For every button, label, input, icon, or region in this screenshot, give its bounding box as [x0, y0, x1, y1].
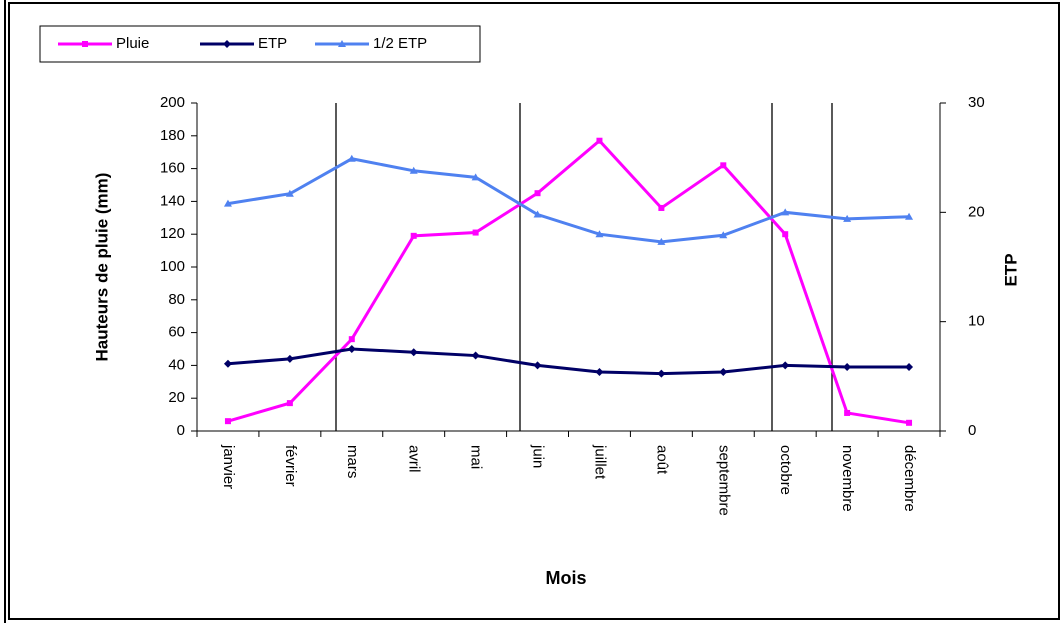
- marker: [658, 204, 665, 211]
- y-tick-label: 100: [160, 258, 185, 275]
- marker: [905, 212, 914, 220]
- y2-tick-label: 0: [968, 422, 976, 439]
- marker: [472, 229, 479, 236]
- marker: [533, 210, 542, 218]
- annotation-lines: [335, 103, 833, 431]
- y-tick-label: 140: [160, 192, 185, 209]
- marker: [657, 237, 666, 245]
- marker: [781, 208, 790, 216]
- marker: [224, 418, 231, 425]
- marker: [409, 166, 418, 174]
- x-tick-label: juin: [530, 444, 547, 468]
- x-tick-label: avril: [406, 445, 423, 473]
- marker: [534, 190, 541, 197]
- legend-label: ETP: [258, 35, 287, 52]
- marker: [844, 409, 851, 416]
- marker: [285, 189, 294, 197]
- y-tick-label: 180: [160, 127, 185, 144]
- marker: [338, 40, 346, 47]
- series: [223, 154, 914, 245]
- marker: [781, 361, 790, 370]
- marker: [905, 363, 914, 372]
- marker: [409, 348, 418, 357]
- marker: [347, 154, 356, 162]
- y2-axis-title: ETP: [1001, 253, 1020, 286]
- line: [227, 347, 910, 376]
- x-tick-label: mai: [468, 445, 485, 469]
- y-tick-label: 0: [177, 422, 185, 439]
- x-tick-label: février: [282, 445, 299, 487]
- marker: [720, 162, 727, 169]
- marker: [719, 367, 728, 376]
- marker: [843, 214, 852, 222]
- y-tick-label: 80: [168, 291, 185, 308]
- x-tick-label: août: [653, 445, 670, 475]
- x-tick-label: septembre: [715, 445, 732, 516]
- marker: [223, 199, 232, 207]
- line: [227, 157, 910, 244]
- y-axis-title: Hauteurs de pluie (mm): [92, 173, 111, 362]
- y-tick-label: 120: [160, 225, 185, 242]
- marker: [223, 359, 232, 368]
- marker: [657, 369, 666, 378]
- marker: [533, 361, 542, 370]
- legend-label: 1/2 ETP: [373, 35, 427, 52]
- marker: [906, 419, 913, 426]
- y-tick-label: 20: [168, 389, 185, 406]
- x-tick-label: mars: [344, 445, 361, 478]
- marker: [82, 41, 88, 47]
- marker: [471, 351, 480, 360]
- legend-box: [39, 25, 481, 63]
- marker: [595, 367, 604, 376]
- chart-border: [8, 2, 1060, 620]
- x-tick-label: octobre: [777, 445, 794, 495]
- series: [223, 345, 914, 378]
- marker: [595, 230, 604, 238]
- y-tick-label: 40: [168, 356, 185, 373]
- marker: [471, 173, 480, 181]
- x-tick-label: novembre: [839, 445, 856, 512]
- y-tick-label: 60: [168, 324, 185, 341]
- marker: [719, 231, 728, 239]
- legend-label: Pluie: [116, 35, 149, 52]
- marker: [223, 40, 231, 48]
- y2-tick-label: 10: [968, 313, 985, 330]
- x-tick-label: décembre: [901, 445, 918, 512]
- y-tick-label: 160: [160, 160, 185, 177]
- marker: [782, 231, 789, 238]
- marker: [347, 345, 356, 353]
- marker: [596, 137, 603, 144]
- legend: Pluie ETP 1/2 ETP: [39, 25, 481, 63]
- x-tick-label: janvier: [220, 444, 237, 489]
- x-axis-title: Mois: [545, 568, 586, 588]
- y2-tick-label: 30: [968, 94, 985, 111]
- marker: [410, 232, 417, 239]
- y2-tick-label: 20: [968, 203, 985, 220]
- marker: [348, 336, 355, 343]
- x-tick-label: juillet: [591, 444, 608, 480]
- marker: [286, 400, 293, 407]
- y-tick-label: 200: [160, 94, 185, 111]
- marker: [285, 354, 294, 363]
- marker: [843, 363, 852, 372]
